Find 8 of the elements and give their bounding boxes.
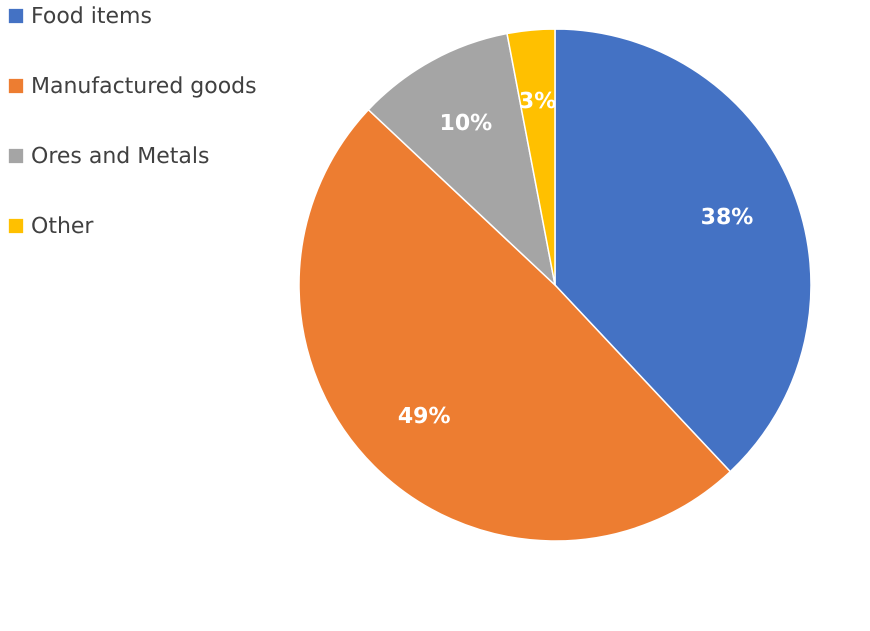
data-label: 10%: [440, 110, 492, 136]
legend-label: Manufactured goods: [31, 74, 257, 99]
legend-label: Other: [31, 214, 94, 239]
legend-label: Food items: [31, 4, 152, 29]
data-label: 49%: [398, 404, 451, 429]
legend-label: Ores and Metals: [31, 144, 210, 169]
data-label: 3%: [518, 88, 556, 114]
data-label: 38%: [700, 204, 754, 230]
